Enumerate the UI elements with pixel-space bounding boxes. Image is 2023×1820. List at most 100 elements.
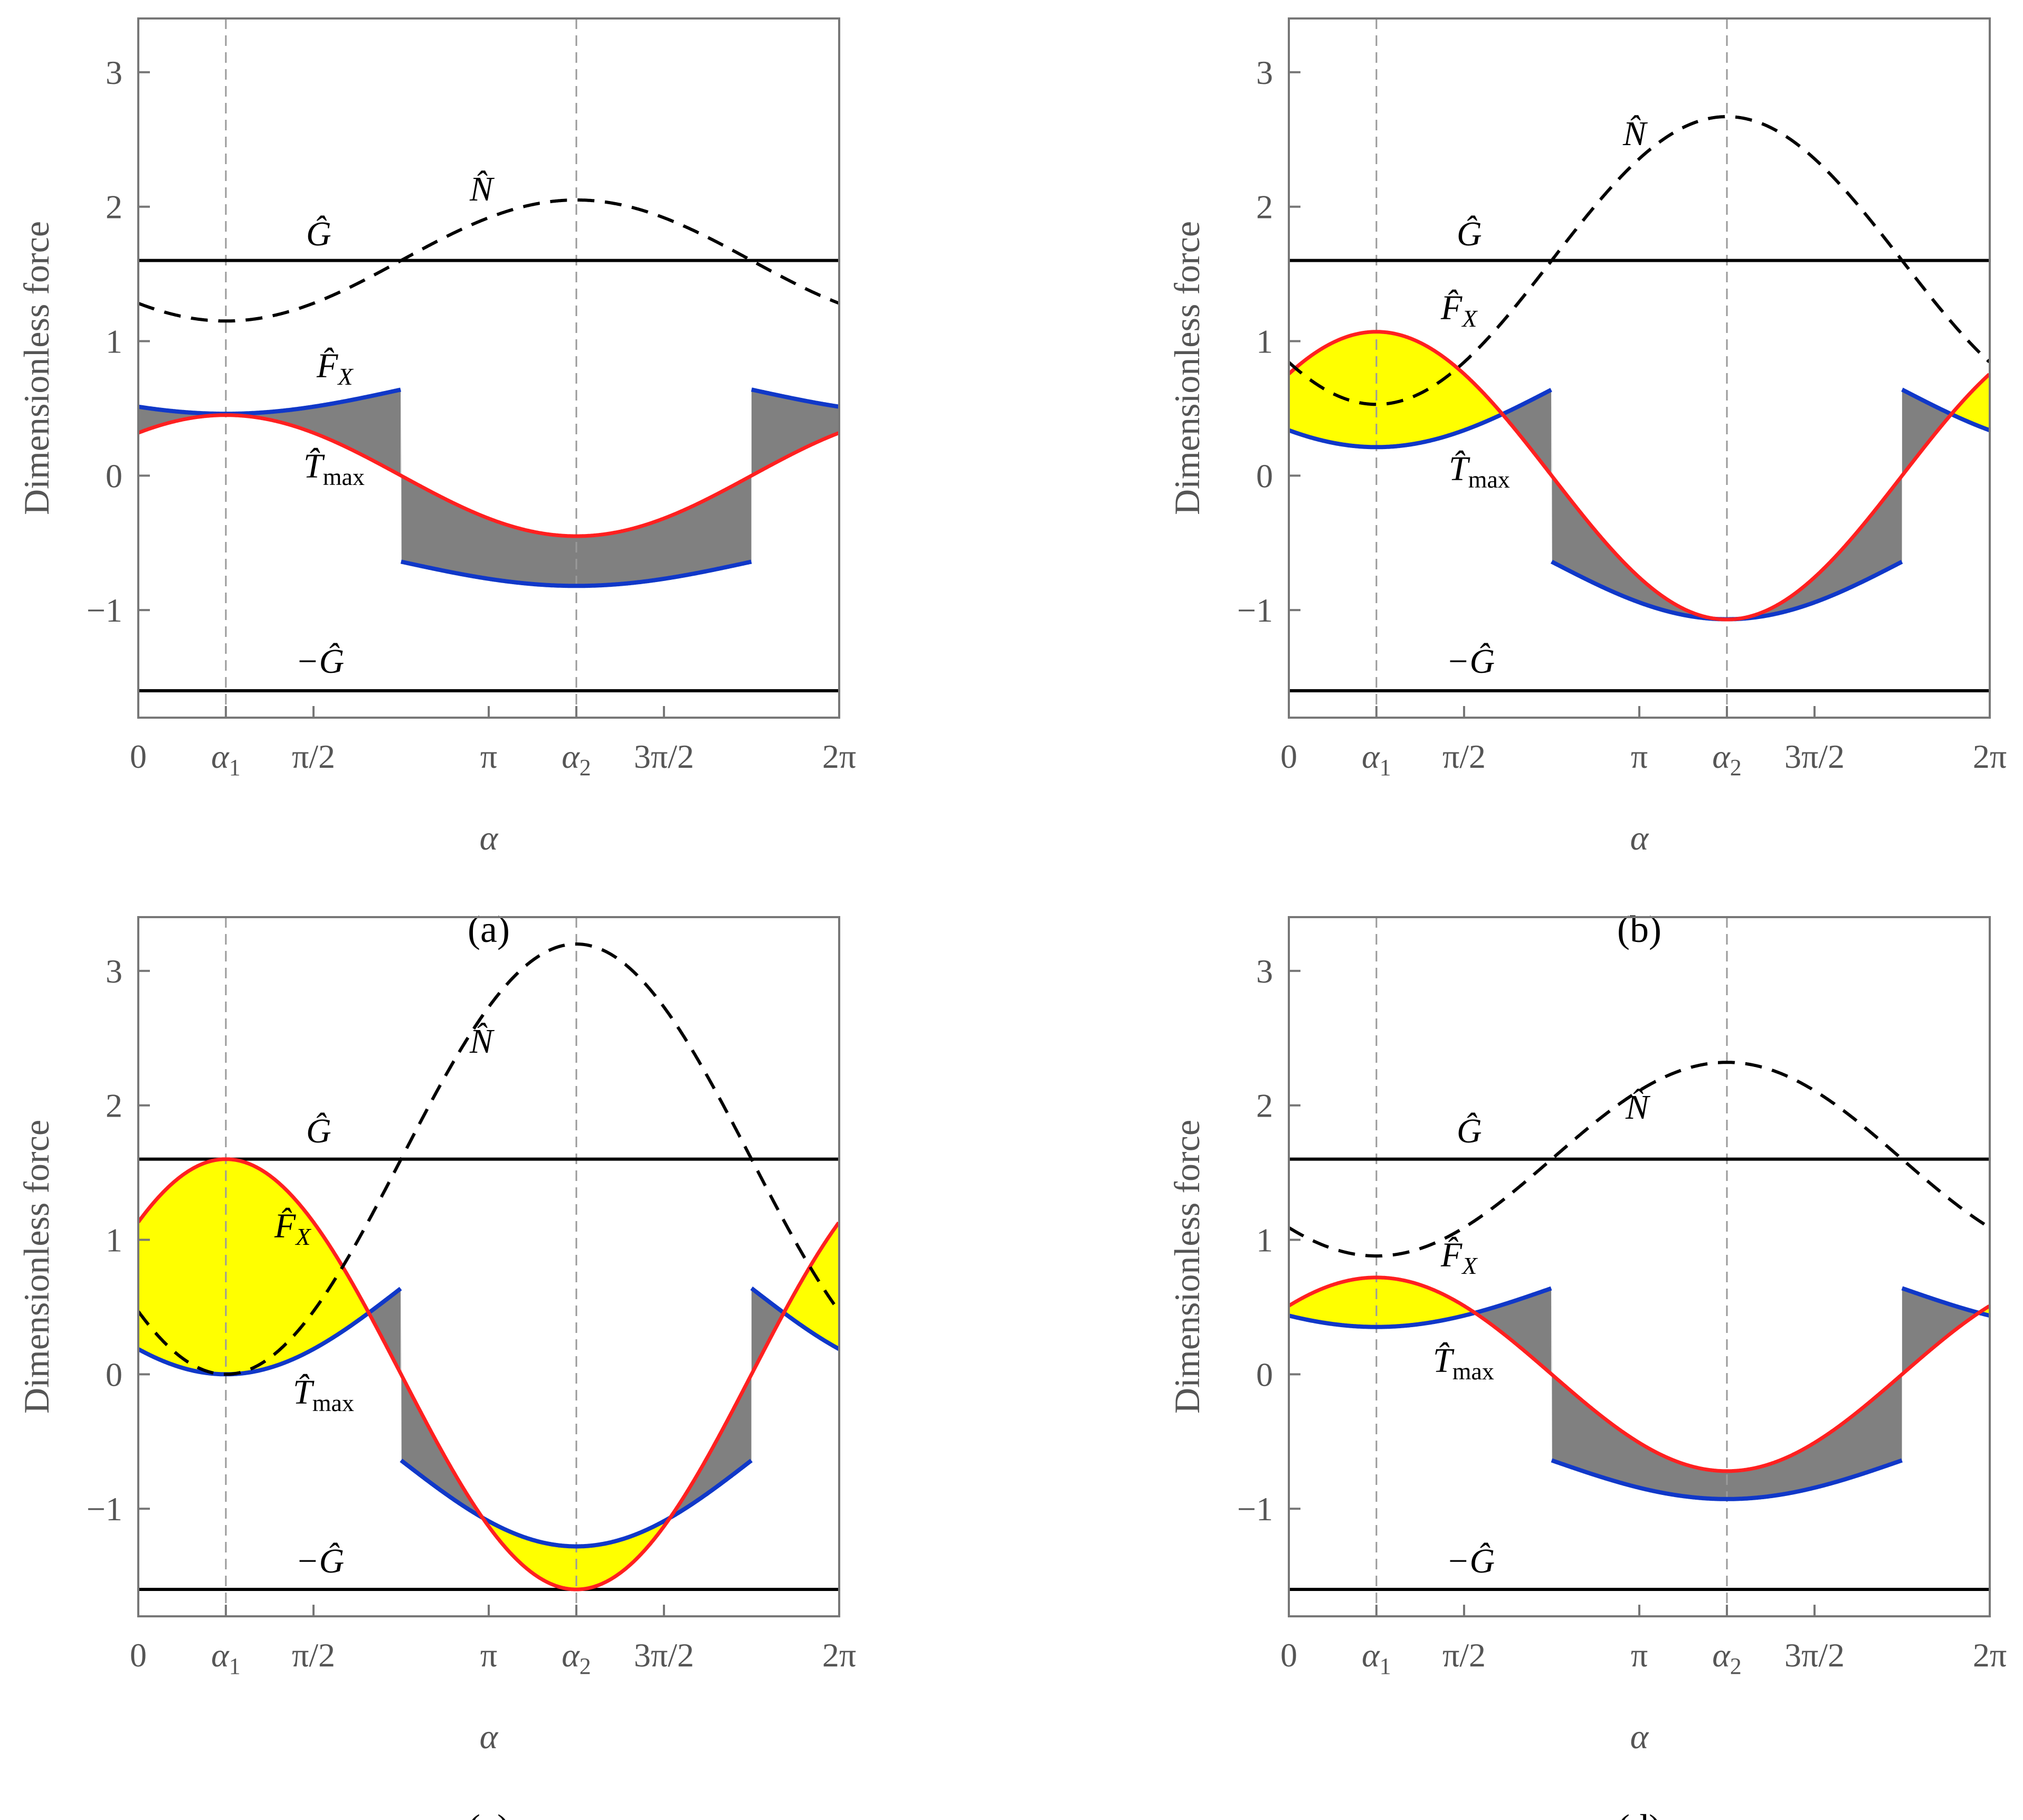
label-Tmax: T̂max bbox=[1433, 1341, 1494, 1385]
label-G: Ĝ bbox=[1457, 1112, 1482, 1150]
label-neg-G: −Ĝ bbox=[296, 1542, 344, 1580]
panel-caption: (b) bbox=[1617, 908, 1661, 950]
lift-region bbox=[784, 1222, 839, 1349]
x-axis-title: α bbox=[1630, 1718, 1649, 1756]
slip-region bbox=[138, 389, 401, 475]
x-tick-label: α1 bbox=[1362, 1636, 1391, 1679]
slip-region bbox=[1475, 1288, 1552, 1374]
series-line-Tmax bbox=[138, 387, 402, 416]
series-line-Tmax bbox=[400, 1459, 753, 1549]
plot-frame bbox=[1288, 916, 1991, 1617]
lift-region bbox=[1289, 1277, 1475, 1327]
slip-region bbox=[401, 389, 752, 586]
plot-area bbox=[1289, 18, 1990, 718]
label-FX: F̂X bbox=[1440, 289, 1478, 332]
x-tick-label: 3π/2 bbox=[634, 738, 694, 775]
series-line-N bbox=[1289, 1061, 1990, 1258]
y-tick-label: 3 bbox=[106, 54, 122, 91]
slip-region bbox=[1503, 389, 1552, 475]
y-tick-label: 1 bbox=[106, 323, 122, 360]
x-tick-label: π/2 bbox=[1442, 1636, 1486, 1674]
y-tick-label: 2 bbox=[1256, 188, 1273, 226]
x-tick-label: 2π bbox=[1973, 738, 2007, 775]
y-tick-label: 0 bbox=[1256, 457, 1273, 494]
y-axis-title: Dimensionless force bbox=[1167, 1120, 1207, 1414]
x-tick-label: α1 bbox=[211, 1636, 241, 1679]
y-tick-label: 3 bbox=[1256, 952, 1273, 990]
x-tick-label: α2 bbox=[562, 1636, 591, 1679]
x-tick-label: 3π/2 bbox=[634, 1636, 694, 1674]
plot-frame bbox=[137, 17, 840, 719]
x-tick-label: α2 bbox=[562, 738, 591, 780]
panel-caption: (d) bbox=[1617, 1807, 1661, 1820]
x-tick-label: 0 bbox=[1280, 738, 1297, 775]
x-tick-label: 0 bbox=[130, 1636, 147, 1674]
x-tick-label: π bbox=[1631, 738, 1648, 775]
lift-region bbox=[1289, 331, 1503, 447]
y-tick-label: −1 bbox=[1237, 1490, 1273, 1528]
y-tick-label: 0 bbox=[106, 457, 122, 494]
x-tick-label: 0 bbox=[130, 738, 147, 775]
plot-area bbox=[138, 18, 839, 718]
slip-region bbox=[751, 389, 839, 476]
y-tick-label: 1 bbox=[1256, 323, 1273, 360]
panel-caption: (a) bbox=[468, 908, 510, 950]
x-tick-label: π bbox=[480, 1636, 497, 1674]
y-tick-label: 3 bbox=[106, 952, 122, 990]
y-tick-label: −1 bbox=[1237, 592, 1273, 629]
slip-region bbox=[369, 1288, 401, 1374]
y-axis-title: Dimensionless force bbox=[1167, 221, 1207, 515]
label-neg-G: −Ĝ bbox=[1446, 1542, 1495, 1580]
x-tick-label: π/2 bbox=[1442, 738, 1486, 775]
series-line-Tmax bbox=[1901, 1286, 1990, 1318]
x-tick-label: 3π/2 bbox=[1784, 1636, 1845, 1674]
x-tick-label: 3π/2 bbox=[1784, 738, 1845, 775]
slip-region bbox=[1736, 475, 1902, 620]
series-line-FX bbox=[138, 413, 839, 538]
x-tick-label: 2π bbox=[822, 1636, 856, 1674]
series-line-N bbox=[1289, 115, 1990, 406]
chart-panel: 0 α1 π/2 π α2 3π/2 2π −1 0 1 2 3 Dimensionless force… bbox=[1167, 17, 2007, 950]
label-neg-G: −Ĝ bbox=[1446, 642, 1495, 681]
series-line-Tmax bbox=[750, 1286, 839, 1351]
label-N: N̂ bbox=[1625, 1088, 1651, 1127]
series-line-FX bbox=[1289, 330, 1990, 622]
y-axis-title: Dimensionless force bbox=[16, 1120, 56, 1414]
y-tick-label: 0 bbox=[1256, 1356, 1273, 1393]
y-tick-label: 0 bbox=[106, 1356, 122, 1393]
series-line-Tmax bbox=[138, 1287, 402, 1377]
label-Tmax: T̂max bbox=[1449, 450, 1510, 493]
x-tick-label: π bbox=[1631, 1636, 1648, 1674]
label-G: Ĝ bbox=[306, 215, 331, 253]
lift-region bbox=[482, 1518, 670, 1589]
chart-panel: 0 α1 π/2 π α2 3π/2 2π −1 0 1 2 3 Dimensionless force… bbox=[1167, 916, 2007, 1820]
x-tick-label: 2π bbox=[1973, 1636, 2007, 1674]
slip-region bbox=[1551, 389, 1718, 620]
slip-region bbox=[1902, 1288, 1979, 1375]
series-line-N bbox=[138, 198, 839, 323]
slip-region bbox=[751, 1288, 784, 1375]
chart-panel: 0 α1 π/2 π α2 3π/2 2π −1 0 1 2 3 Dimensionless force… bbox=[16, 916, 856, 1820]
x-axis-title: α bbox=[480, 819, 499, 857]
series-line-FX bbox=[138, 1157, 839, 1592]
label-FX: F̂X bbox=[316, 347, 354, 390]
slip-region bbox=[401, 1288, 483, 1518]
slip-region bbox=[1551, 1288, 1902, 1499]
x-tick-label: α1 bbox=[1362, 738, 1391, 780]
label-N: N̂ bbox=[1622, 115, 1648, 153]
x-axis-title: α bbox=[1630, 819, 1649, 857]
series-line-Tmax bbox=[751, 387, 839, 409]
y-tick-label: 2 bbox=[106, 188, 122, 226]
y-tick-label: 1 bbox=[1256, 1222, 1273, 1259]
label-N: N̂ bbox=[469, 170, 495, 208]
y-tick-label: 3 bbox=[1256, 54, 1273, 91]
x-tick-label: π bbox=[480, 738, 497, 775]
y-tick-label: 1 bbox=[106, 1222, 122, 1259]
series-line-Tmax bbox=[1551, 1458, 1903, 1501]
label-Tmax: T̂max bbox=[293, 1373, 354, 1416]
x-axis-title: α bbox=[480, 1718, 499, 1756]
label-neg-G: −Ĝ bbox=[296, 642, 344, 681]
series-line-FX bbox=[1289, 1275, 1990, 1473]
label-FX: F̂X bbox=[1440, 1236, 1478, 1279]
